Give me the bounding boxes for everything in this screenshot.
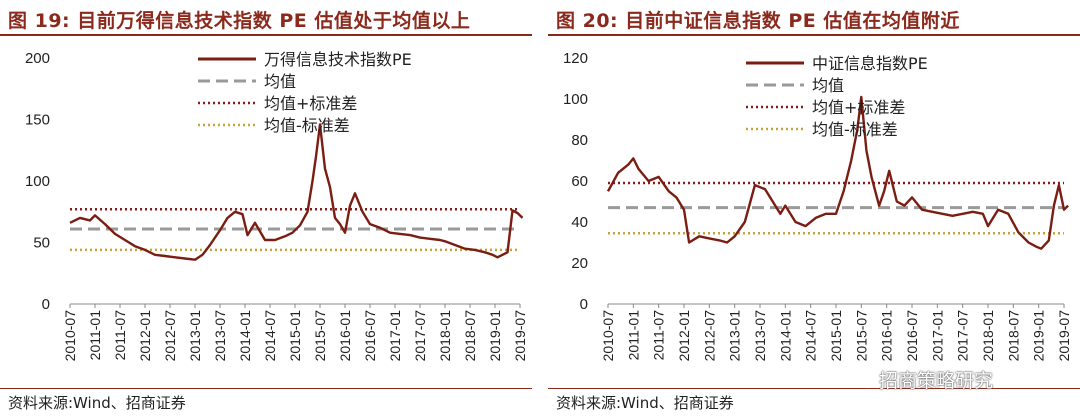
- x-tick-label: 2016-07: [362, 310, 378, 362]
- x-tick-label: 2012-01: [676, 310, 692, 362]
- chart-panel-right: 图 20: 目前中证信息指数 PE 估值在均值附近 0 20 40 60 80 100 12…: [548, 0, 1080, 418]
- x-tick-label: 2010-07: [62, 310, 78, 362]
- x-tick-label: 2014-01: [237, 310, 253, 362]
- legend-label: 均值-标准差: [264, 116, 350, 135]
- x-tick-label: 2016-01: [337, 310, 353, 362]
- x-tick-label: 2016-07: [904, 310, 920, 362]
- y-tick-label: 60: [571, 173, 588, 190]
- pe-series-line: [69, 123, 524, 261]
- x-tick-label: 2010-07: [600, 310, 616, 362]
- chart-panel-left: 图 19: 目前万得信息技术指数 PE 估值处于均值以上 0 50 100 150 20…: [0, 0, 532, 418]
- x-tick-label: 2018-07: [1005, 310, 1021, 362]
- x-tick-label: 2014-07: [262, 310, 278, 362]
- y-tick-label: 50: [33, 235, 50, 252]
- x-tick-label: 2011-01: [87, 310, 103, 361]
- x-tick-label: 2017-07: [955, 310, 971, 362]
- x-tick-label: 2011-07: [112, 310, 128, 361]
- chart-title: 图 19: 目前万得信息技术指数 PE 估值处于均值以上: [8, 10, 471, 32]
- y-tick-label: 150: [25, 112, 50, 129]
- x-tick-label: 2012-07: [162, 310, 178, 362]
- y-tick-label: 40: [571, 214, 588, 231]
- pe-line-chart-left: 0 50 100 150 200 2010-07 2011-01 2011-07 2012-01…: [25, 50, 528, 362]
- x-tick-label: 2013-01: [187, 310, 203, 362]
- x-tick-label: 2016-01: [879, 310, 895, 362]
- x-tick-label: 2017-07: [412, 310, 428, 362]
- y-tick-label: 20: [571, 255, 588, 272]
- x-tick-label: 2013-07: [752, 310, 768, 362]
- x-tick-label: 2014-01: [777, 310, 793, 362]
- footer-rule: [0, 388, 532, 389]
- chart-title: 图 20: 目前中证信息指数 PE 估值在均值附近: [556, 10, 960, 32]
- legend-label: 均值+标准差: [264, 94, 357, 113]
- legend-label: 均值: [264, 72, 296, 91]
- x-tick-label: 2014-07: [803, 310, 819, 362]
- title-rule: [0, 34, 532, 36]
- pe-series-line: [606, 95, 1069, 250]
- y-tick-label: 100: [25, 173, 50, 190]
- watermark: 招商策略研究: [855, 366, 993, 393]
- pe-line-chart-right: 0 20 40 60 80 100 120 2010-07 2011-01 2011-07 2012…: [563, 50, 1072, 362]
- x-tick-label: 2015-07: [853, 310, 869, 362]
- x-tick-label: 2019-07: [1056, 310, 1072, 362]
- x-tick-label: 2011-01: [625, 310, 641, 361]
- title-rule: [548, 34, 1080, 36]
- y-tick-label: 100: [563, 91, 588, 108]
- legend-label: 万得信息技术指数PE: [264, 50, 412, 69]
- legend-label: 均值+标准差: [812, 98, 905, 117]
- source-note: 资料来源:Wind、招商证券: [556, 394, 734, 412]
- y-tick-label: 120: [563, 50, 588, 67]
- x-tick-label: 2015-07: [312, 310, 328, 362]
- x-tick-label: 2012-01: [137, 310, 153, 362]
- x-tick-label: 2012-07: [701, 310, 717, 362]
- x-tick-label: 2018-07: [462, 310, 478, 362]
- x-tick-label: 2019-07: [512, 310, 528, 362]
- x-tick-label: 2017-01: [387, 310, 403, 362]
- y-tick-label: 200: [25, 50, 50, 67]
- legend-label: 中证信息指数PE: [812, 54, 928, 73]
- footer-rule: [548, 388, 1080, 389]
- watermark-text: 招商策略研究: [879, 370, 994, 392]
- x-tick-label: 2013-01: [727, 310, 743, 362]
- wechat-icon: [855, 373, 875, 389]
- x-tick-label: 2018-01: [437, 310, 453, 362]
- x-tick-label: 2019-01: [487, 310, 503, 362]
- x-tick-label: 2015-01: [287, 310, 303, 362]
- y-tick-label: 80: [571, 132, 588, 149]
- legend-label: 均值: [812, 76, 844, 95]
- y-tick-label: 0: [580, 296, 588, 313]
- y-tick-label: 0: [42, 296, 50, 313]
- x-tick-label: 2015-01: [828, 310, 844, 362]
- x-tick-label: 2018-01: [980, 310, 996, 362]
- x-tick-label: 2017-01: [929, 310, 945, 362]
- source-note: 资料来源:Wind、招商证券: [8, 394, 186, 412]
- x-tick-label: 2011-07: [651, 310, 667, 361]
- x-tick-label: 2019-01: [1031, 310, 1047, 362]
- legend-label: 均值-标准差: [812, 120, 898, 139]
- x-tick-label: 2013-07: [212, 310, 228, 362]
